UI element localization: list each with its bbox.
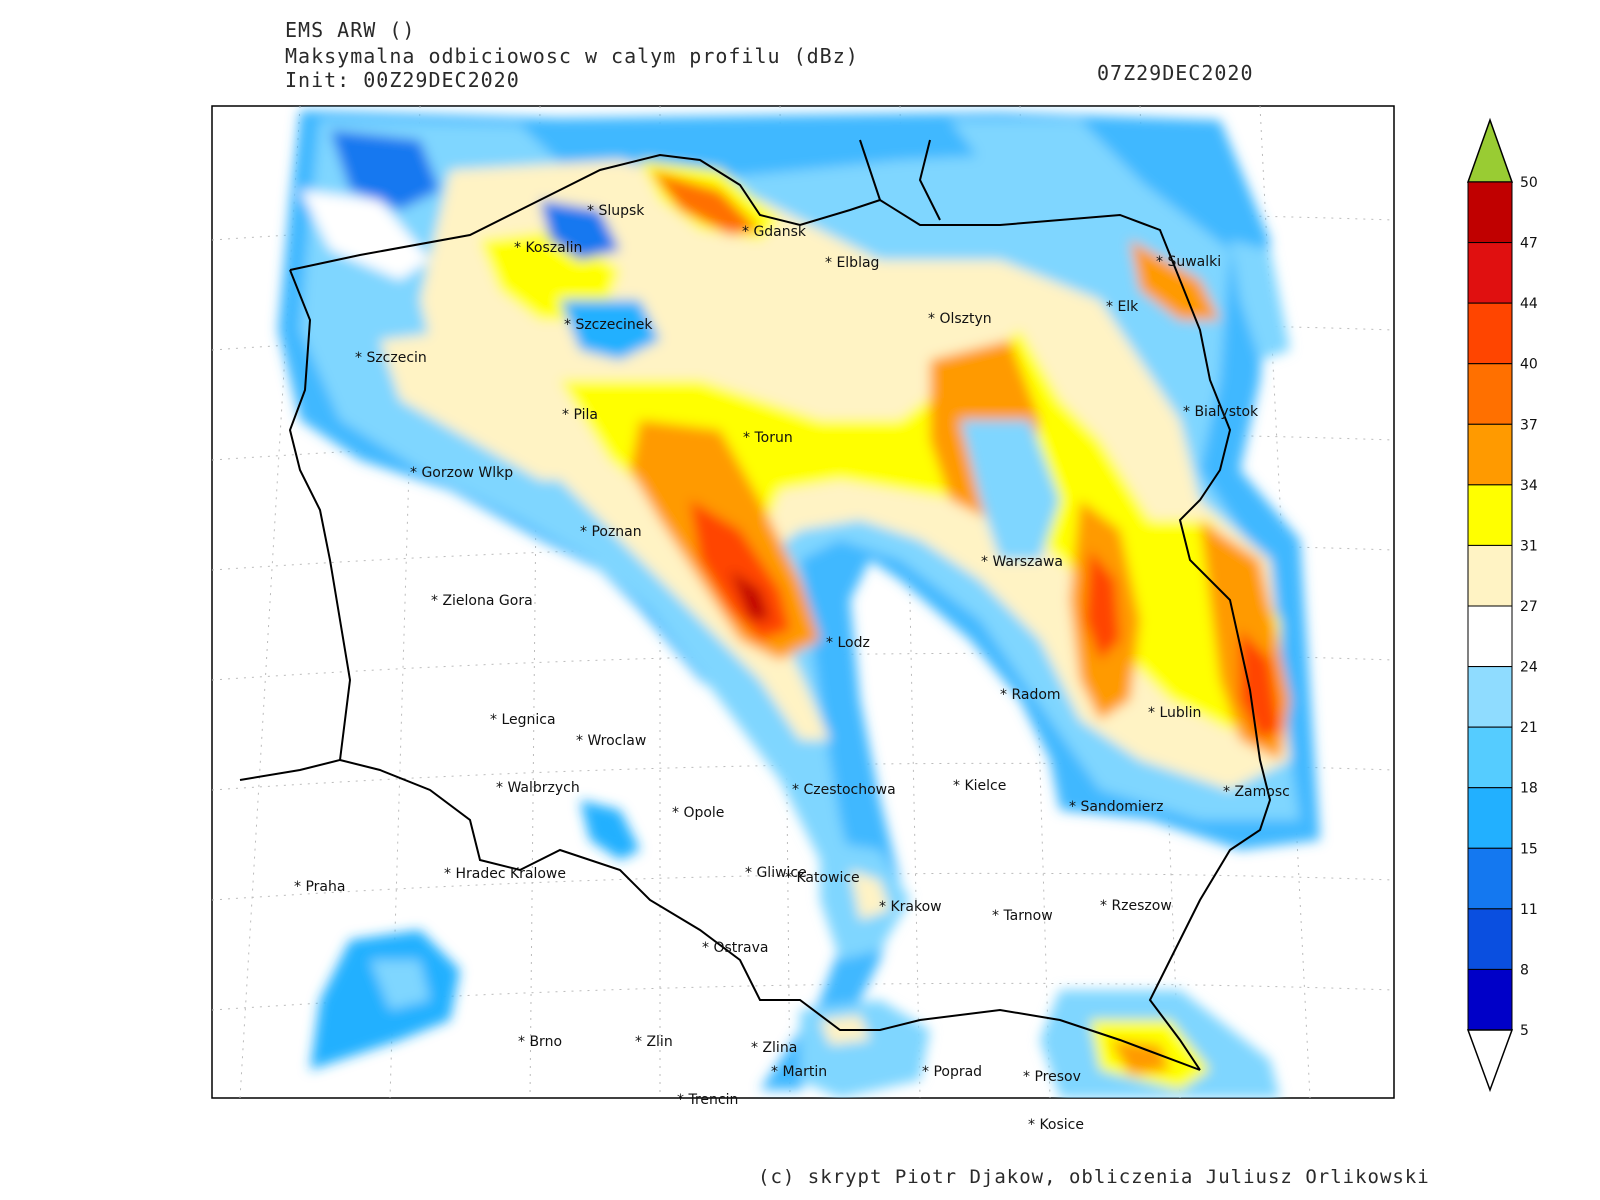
- city-gliwice: * Gliwice: [745, 865, 807, 881]
- city-czestochowa: * Czestochowa: [792, 782, 896, 798]
- colorbar-tick-label: 15: [1520, 841, 1538, 857]
- init-time: Init: 00Z29DEC2020: [285, 68, 520, 92]
- city-zlina: * Zlina: [751, 1040, 797, 1056]
- colorbar-cell: [1467, 605, 1513, 668]
- city-kielce: * Kielce: [953, 778, 1006, 794]
- city-rzeszow: * Rzeszow: [1100, 898, 1172, 914]
- city-gorzow: * Gorzow Wlkp: [410, 465, 513, 481]
- city-martin: * Martin: [771, 1064, 827, 1080]
- city-sandomierz: * Sandomierz: [1069, 799, 1164, 815]
- city-wroclaw: * Wroclaw: [576, 733, 646, 749]
- city-suwalki: * Suwalki: [1156, 254, 1221, 270]
- city-ostrava: * Ostrava: [702, 940, 768, 956]
- colorbar-tick-label: 11: [1520, 902, 1538, 918]
- colorbar-cell: [1467, 423, 1513, 486]
- city-lublin: * Lublin: [1148, 705, 1201, 721]
- city-labels: * Slupsk * Gdansk * Koszalin * Elblag * …: [294, 203, 1290, 1085]
- city-szczecinek: * Szczecinek: [564, 317, 653, 333]
- colorbar-cell: [1467, 847, 1513, 910]
- city-koszalin: * Koszalin: [514, 240, 582, 256]
- city-elk: * Elk: [1106, 299, 1139, 315]
- city-gdansk: * Gdansk: [742, 224, 807, 240]
- colorbar-tick-label: 31: [1520, 538, 1538, 554]
- city-poznan: * Poznan: [580, 524, 642, 540]
- colorbar-cell: [1467, 908, 1513, 970]
- city-trencin: * Trencin: [677, 1092, 738, 1108]
- colorbar-tick-label: 18: [1520, 781, 1538, 797]
- city-praha: * Praha: [294, 879, 345, 895]
- city-legnica: * Legnica: [490, 712, 556, 728]
- colorbar-cell: [1467, 666, 1513, 728]
- city-slupsk: * Slupsk: [587, 203, 645, 219]
- colorbar-tick-label: 24: [1520, 660, 1538, 676]
- colorbar-cell: [1467, 968, 1513, 1031]
- model-title: EMS ARW (): [285, 18, 416, 42]
- colorbar-tick-label: 37: [1520, 417, 1538, 433]
- city-bialystok: * Bialystok: [1183, 404, 1259, 420]
- city-poprad: * Poprad: [922, 1064, 982, 1080]
- colorbar-tick-label: 8: [1520, 962, 1529, 978]
- city-katowice: * Katowice: [785, 870, 860, 886]
- field-title: Maksymalna odbiciowosc w calym profilu (…: [285, 44, 859, 68]
- city-hradec-kralowe: * Hradec Kralowe: [444, 866, 566, 882]
- city-radom: * Radom: [1000, 687, 1061, 703]
- city-olsztyn: * Olsztyn: [928, 311, 992, 327]
- colorbar-tick-label: 34: [1520, 478, 1538, 494]
- colorbar-cell: [1467, 787, 1513, 849]
- colorbar-tick-label: 47: [1520, 236, 1538, 252]
- city-kosice: * Kosice: [1028, 1117, 1084, 1133]
- city-tarnow: * Tarnow: [992, 908, 1053, 924]
- borders: [239, 139, 1272, 1071]
- colorbar-tick-label: 5: [1520, 1023, 1529, 1039]
- reflectivity-field: [278, 110, 1320, 1098]
- colorbar-bottom-triangle: [1466, 1029, 1514, 1093]
- colorbar-top-triangle: [1466, 117, 1514, 183]
- city-presov: * Presov: [1023, 1069, 1081, 1085]
- city-brno: * Brno: [518, 1034, 562, 1050]
- credit-line: (c) skrypt Piotr Djakow, obliczenia Juli…: [758, 1166, 1430, 1188]
- colorbar: 50 47 44 40 37 34 31 27 24 21 18 15 11 8 5: [1466, 117, 1538, 1093]
- city-lodz: * Lodz: [826, 635, 870, 651]
- colorbar-cell: [1467, 181, 1513, 244]
- colorbar-cell: [1467, 363, 1513, 425]
- city-pila: * Pila: [562, 407, 598, 423]
- city-warszawa: * Warszawa: [981, 554, 1063, 570]
- city-zielona-gora: * Zielona Gora: [431, 593, 533, 609]
- valid-time: 07Z29DEC2020: [1097, 61, 1254, 85]
- colorbar-tick-label: 21: [1520, 720, 1538, 736]
- colorbar-tick-label: 44: [1520, 296, 1538, 312]
- city-zamosc: * Zamosc: [1223, 784, 1290, 800]
- city-opole: * Opole: [672, 805, 724, 821]
- city-szczecin: * Szczecin: [355, 350, 427, 366]
- city-walbrzych: * Walbrzych: [496, 780, 580, 796]
- colorbar-cell: [1467, 302, 1513, 365]
- colorbar-tick-label: 50: [1520, 175, 1538, 191]
- city-torun: * Torun: [743, 430, 793, 446]
- city-elblag: * Elblag: [825, 255, 879, 271]
- colorbar-cell: [1467, 544, 1513, 607]
- city-zlin: * Zlin: [635, 1034, 673, 1050]
- colorbar-cell: [1467, 726, 1513, 789]
- colorbar-cell: [1467, 242, 1513, 304]
- city-krakow: * Krakow: [879, 899, 942, 915]
- colorbar-cell: [1467, 484, 1513, 546]
- colorbar-tick-label: 27: [1520, 599, 1538, 615]
- colorbar-tick-label: 40: [1520, 357, 1538, 373]
